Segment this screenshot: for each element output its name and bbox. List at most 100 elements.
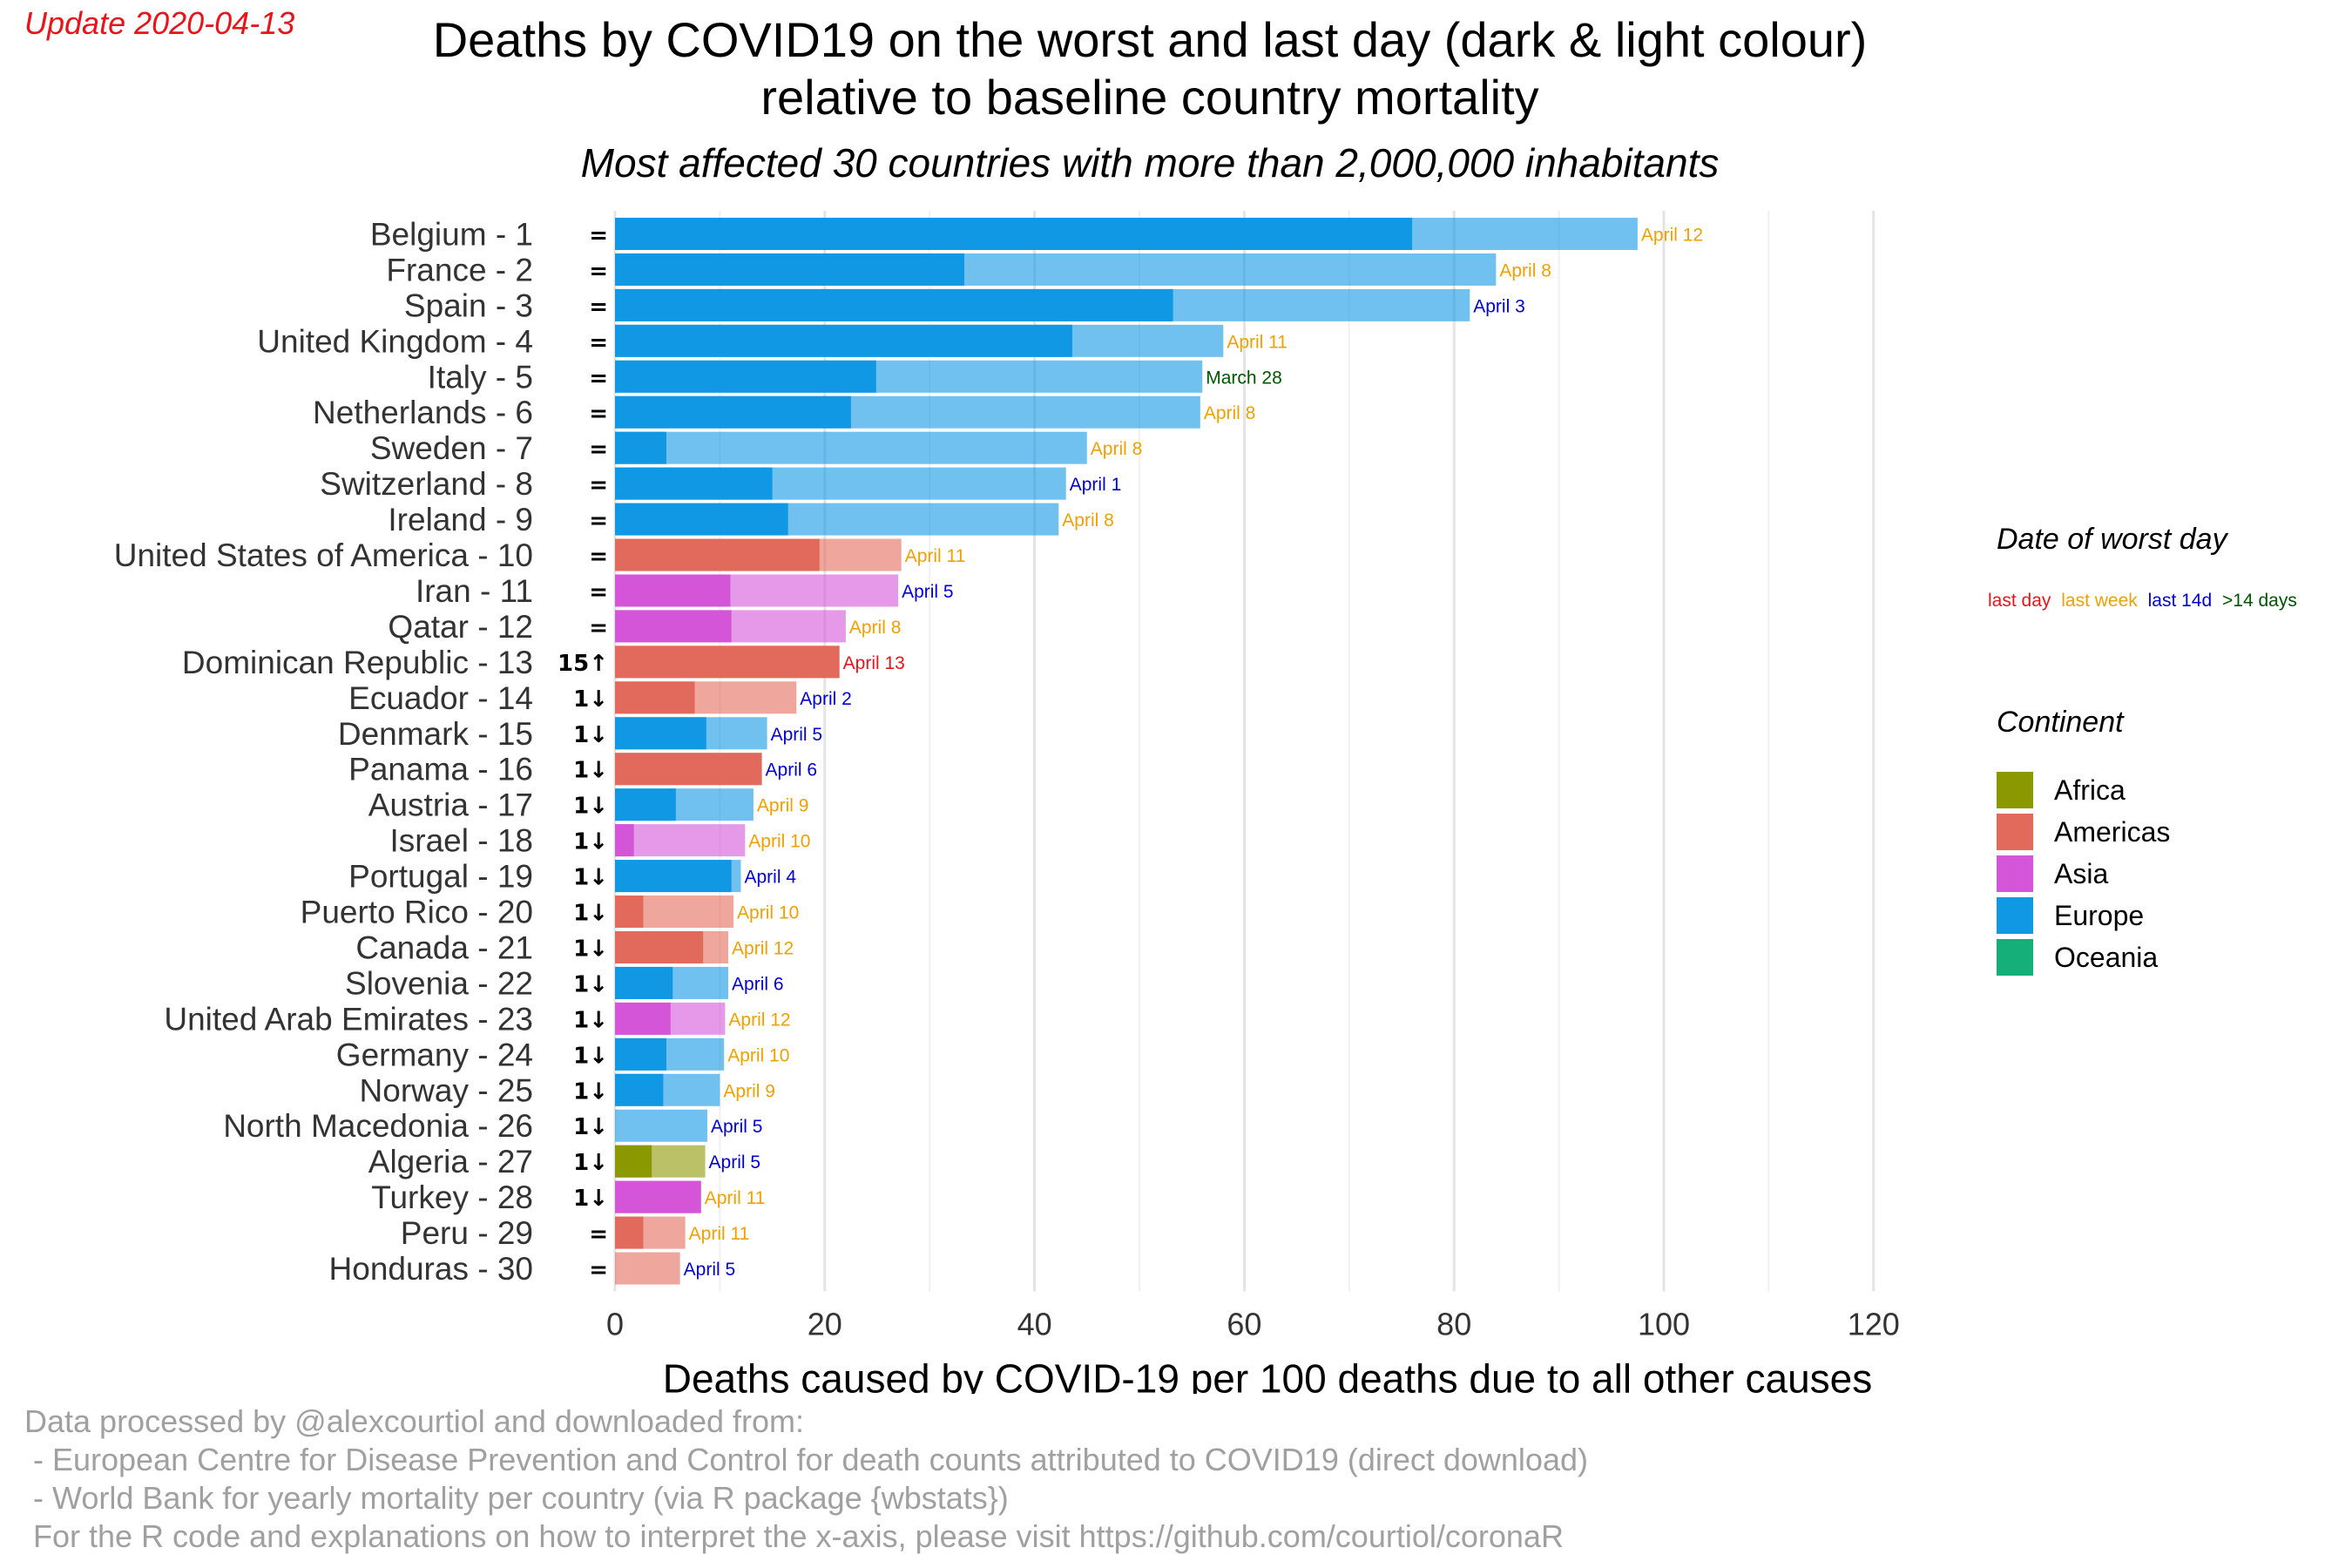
rank-change: 15↑ [558,651,608,677]
rank-change: = [589,508,608,534]
worst-day-date: April 6 [766,760,818,781]
bar-last-day [615,824,634,857]
worst-day-date: April 4 [744,868,796,888]
legend-label-africa: Africa [2054,774,2126,806]
date-legend-older: >14 days [2222,591,2297,611]
bar-last-day [615,217,1413,250]
rank-change: 1↓ [573,722,608,748]
worst-day-date: April 8 [1204,403,1256,423]
rank-change: = [589,436,608,463]
worst-day-date: April 5 [771,725,823,745]
worst-day-date: April 8 [1091,439,1143,459]
bar-last-day [615,1037,666,1071]
country-label: Portugal - 19 [348,859,533,895]
worst-day-date: April 10 [737,903,799,923]
legend-label-asia: Asia [2054,857,2109,889]
country-label: Panama - 16 [348,752,533,787]
bar-last-day [615,896,644,929]
worst-day-date: April 5 [684,1260,736,1280]
country-label: Dominican Republic - 13 [182,645,533,680]
bar-last-day [615,1073,664,1106]
legend-label-europe: Europe [2054,899,2145,931]
legend-label-americas: Americas [2054,815,2171,848]
rank-change: 1↓ [573,1007,608,1033]
worst-day-date: April 11 [905,546,966,566]
caption-line-3: - World Bank for yearly mortality per co… [24,1480,1009,1516]
worst-day-date: March 28 [1206,368,1282,388]
x-tick-label: 120 [1848,1307,1900,1342]
worst-day-date: April 9 [723,1081,775,1101]
rank-change: 1↓ [573,971,608,997]
rank-change: 1↓ [573,829,608,855]
country-label: Turkey - 28 [371,1179,533,1215]
bar-worst-day [615,431,1087,464]
x-tick-label: 0 [606,1307,624,1342]
worst-day-date: April 5 [902,582,954,602]
bar-last-day [615,538,820,571]
bar-last-day [615,930,704,963]
country-label: Puerto Rico - 20 [301,895,533,930]
rank-change: 1↓ [573,686,608,713]
rank-change: = [589,1221,608,1247]
rank-change: = [589,365,608,391]
legend-swatch-americas [1997,814,2033,850]
bar-last-day [615,860,732,893]
rank-change: 1↓ [573,758,608,784]
bar-last-day [615,645,840,679]
country-label: Spain - 3 [404,287,533,323]
bar-last-day [615,610,732,643]
data-source-caption: Data processed by @alexcourtiol and down… [24,1402,1588,1556]
country-label: United States of America - 10 [114,537,533,573]
bar-last-day [615,253,964,286]
rank-change: 1↓ [573,794,608,820]
worst-day-date: April 12 [732,938,794,958]
bar-last-day [615,1216,644,1249]
rank-change: 1↓ [573,936,608,962]
bar-worst-day [615,1252,680,1285]
chart-subtitle: Most affected 30 countries with more tha… [580,140,1720,186]
bar-last-day [615,681,695,714]
bar-last-day [615,1002,671,1035]
country-label: Italy - 5 [428,359,533,395]
bar-last-day [615,360,876,393]
x-tick-label: 40 [1017,1307,1052,1342]
bar-chart: Belgium - 1 = April 12 France - 2 = April 8 Sp… [114,211,1900,1394]
country-label: Israel - 18 [389,823,533,859]
worst-day-date: April 2 [800,689,852,709]
date-legend-last-day: last day [1988,591,2051,611]
bar-last-day [615,1145,652,1178]
x-tick-label: 100 [1638,1307,1690,1342]
legend-swatch-europe [1997,897,2033,934]
bar-last-day [615,288,1173,321]
caption-line-1: Data processed by @alexcourtiol and down… [24,1403,805,1439]
update-date: Update 2020-04-13 [24,5,295,41]
worst-day-date: April 1 [1070,475,1122,495]
bar-last-day [615,574,731,607]
worst-day-date: April 6 [732,974,784,994]
bar-worst-day [615,824,746,857]
worst-day-date: April 11 [705,1188,766,1208]
rank-change: 1↓ [573,1186,608,1212]
bar-last-day [615,788,676,821]
worst-day-date: April 8 [1499,260,1551,280]
country-label: Qatar - 12 [388,609,533,645]
caption-line-4: For the R code and explanations on how t… [24,1518,1564,1554]
bar-last-day [615,717,706,750]
worst-day-date: April 11 [1227,332,1288,352]
worst-day-date: April 5 [711,1117,763,1137]
rank-change: = [589,472,608,498]
bar-last-day [615,431,666,464]
rank-change: = [589,1257,608,1283]
worst-day-date: April 5 [709,1152,761,1173]
date-legend-title: Date of worst day [1997,523,2227,556]
rank-change: = [589,544,608,570]
worst-day-date: April 8 [1062,510,1114,531]
country-label: Switzerland - 8 [320,466,533,502]
country-label: Belgium - 1 [370,216,533,252]
country-label: France - 2 [386,252,533,287]
rank-change: = [589,294,608,320]
x-tick-label: 80 [1436,1307,1471,1342]
rank-change: 1↓ [573,1043,608,1069]
country-label: United Kingdom - 4 [257,323,533,359]
rank-change: = [589,615,608,641]
